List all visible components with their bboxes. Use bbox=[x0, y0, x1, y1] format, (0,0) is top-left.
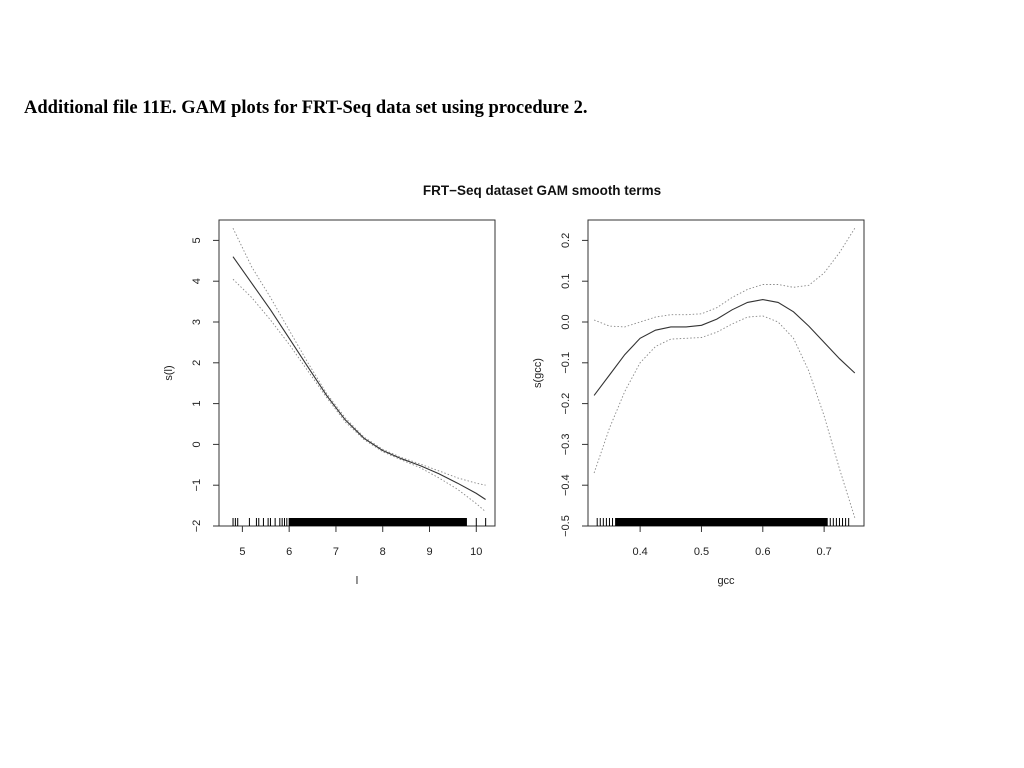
y-axis-label: s(l) bbox=[163, 365, 175, 380]
y-tick-label: 5 bbox=[191, 237, 203, 243]
plot-frame bbox=[587, 219, 865, 527]
y-tick-label: −0.2 bbox=[560, 393, 572, 415]
smooth-curve bbox=[232, 256, 486, 500]
y-tick-label: 3 bbox=[191, 319, 203, 325]
x-tick-label: 0.6 bbox=[755, 546, 770, 558]
x-tick-label: 0.5 bbox=[694, 546, 709, 558]
caption: Additional file 11E. GAM plots for FRT-S… bbox=[24, 98, 588, 118]
y-tick-label: −0.3 bbox=[560, 434, 572, 456]
panel-gcc: 0.4 0.5 0.6 0.7 −0.5 −0.4 −0.3 −0.2 −0.1 0.0 0.1 0.… bbox=[532, 219, 865, 587]
y-tick-label: −0.4 bbox=[560, 474, 572, 496]
plot-frame bbox=[218, 219, 496, 527]
y-axis-label: s(gcc) bbox=[532, 358, 544, 388]
y-tick-label: 0.0 bbox=[560, 314, 572, 329]
y-tick-label: −2 bbox=[191, 520, 203, 533]
x-tick-label: 5 bbox=[239, 546, 245, 558]
figure-title: FRT−Seq dataset GAM smooth terms bbox=[423, 183, 661, 198]
y-tick-label: −1 bbox=[191, 479, 203, 492]
panel-length: 5 6 7 8 9 10 −2 −1 0 1 2 3 4 5 l s(l) bbox=[163, 219, 496, 587]
y-tick-label: 1 bbox=[191, 401, 203, 407]
y-tick-label: 0.1 bbox=[560, 274, 572, 289]
rug-dense bbox=[615, 518, 828, 526]
y-tick-label: 4 bbox=[191, 278, 203, 284]
rug-dense bbox=[289, 518, 467, 526]
x-tick-label: 10 bbox=[470, 546, 482, 558]
x-tick-label: 6 bbox=[286, 546, 292, 558]
y-tick-label: 0.2 bbox=[560, 233, 572, 248]
y-tick-label: −0.5 bbox=[560, 515, 572, 537]
confidence-lower bbox=[593, 315, 856, 518]
x-tick-label: 8 bbox=[380, 546, 386, 558]
smooth-curve bbox=[593, 299, 856, 396]
x-tick-label: 7 bbox=[333, 546, 339, 558]
y-tick-label: 2 bbox=[191, 360, 203, 366]
x-tick-label: 0.4 bbox=[632, 546, 647, 558]
x-tick-label: 0.7 bbox=[816, 546, 831, 558]
confidence-lower bbox=[232, 278, 486, 513]
x-axis-label: gcc bbox=[717, 575, 735, 587]
confidence-upper bbox=[593, 227, 856, 328]
y-tick-label: 0 bbox=[191, 441, 203, 447]
x-axis-label: l bbox=[356, 575, 358, 587]
x-tick-label: 9 bbox=[426, 546, 432, 558]
confidence-upper bbox=[232, 228, 486, 486]
y-tick-label: −0.1 bbox=[560, 352, 572, 374]
